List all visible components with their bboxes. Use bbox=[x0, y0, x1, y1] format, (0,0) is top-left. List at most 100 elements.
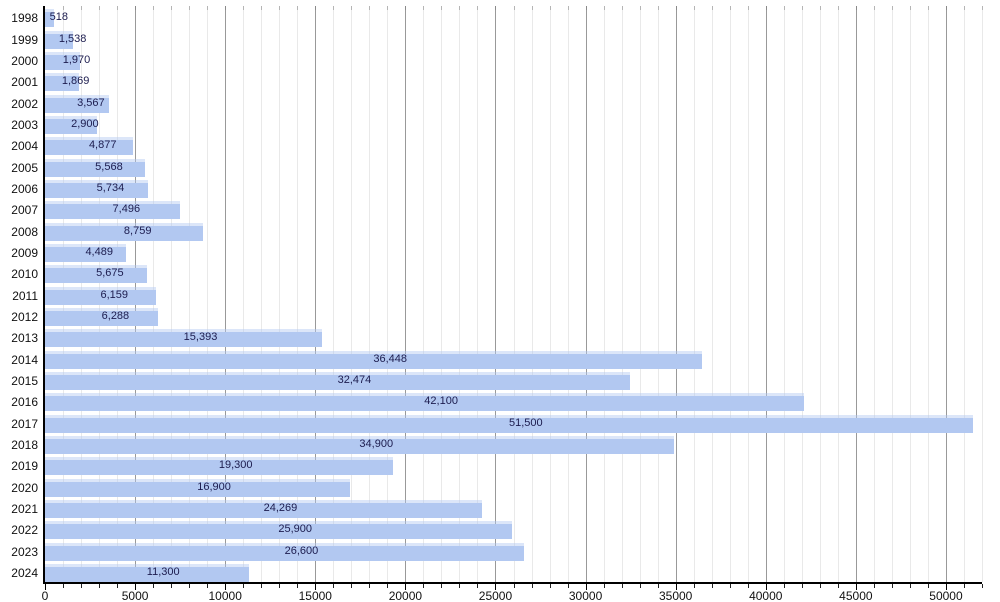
x-tick-label: 25000 bbox=[478, 589, 513, 602]
bar: 518 bbox=[45, 9, 68, 28]
gridline-minor bbox=[513, 6, 515, 582]
year-label: 2016 bbox=[11, 395, 38, 410]
bar-row: 1998 518 bbox=[11, 6, 982, 28]
bar-value-label: 32,474 bbox=[337, 373, 372, 386]
x-tick-minor bbox=[927, 584, 929, 588]
bar-value-label: 51,500 bbox=[508, 416, 543, 429]
x-tick-minor bbox=[333, 584, 335, 588]
year-label: 2005 bbox=[11, 160, 38, 175]
bar-row: 2023 26,600 bbox=[11, 539, 982, 561]
year-label: 2010 bbox=[11, 267, 38, 282]
year-label: 2011 bbox=[12, 288, 38, 303]
gridline-minor bbox=[747, 6, 749, 582]
bar: 3,567 bbox=[45, 94, 110, 113]
bar-row: 2011 6,159 bbox=[12, 283, 982, 305]
x-tick-minor bbox=[621, 584, 623, 588]
bars: 1998 518 1999 1,538 2000 1,970 2001 1,869 2002 3,… bbox=[11, 6, 982, 582]
x-tick-label: 45000 bbox=[839, 589, 873, 602]
year-label: 2024 bbox=[11, 565, 38, 580]
x-tick-minor bbox=[711, 584, 713, 588]
bar-row: 2024 11,300 bbox=[11, 561, 982, 582]
x-tick-minor bbox=[747, 584, 749, 588]
bar: 5,734 bbox=[45, 179, 149, 198]
bar: 6,288 bbox=[45, 307, 159, 326]
x-tick-major bbox=[225, 584, 227, 590]
x-tick-major bbox=[855, 584, 857, 590]
x-tick-label: 30000 bbox=[568, 589, 603, 602]
bar-value-label: 26,600 bbox=[284, 544, 319, 557]
gridline-minor bbox=[243, 6, 245, 582]
gridline-major bbox=[225, 6, 227, 582]
bar-row: 2017 51,500 bbox=[11, 411, 982, 433]
year-label: 2020 bbox=[11, 480, 38, 495]
gridline-minor bbox=[333, 6, 335, 582]
gridline-minor bbox=[711, 6, 713, 582]
x-tick-major bbox=[495, 584, 497, 590]
year-label: 2009 bbox=[11, 245, 38, 260]
x-tick-minor bbox=[567, 584, 569, 588]
x-tick-minor bbox=[441, 584, 443, 588]
bar-value-label: 16,900 bbox=[197, 480, 231, 493]
bar: 26,600 bbox=[45, 542, 525, 561]
x-tick-label: 35000 bbox=[658, 589, 693, 602]
gridline-major bbox=[675, 6, 677, 582]
gridline-major bbox=[945, 6, 947, 582]
gridline-minor bbox=[783, 6, 785, 582]
x-tick-minor bbox=[891, 584, 893, 588]
gridline-minor bbox=[837, 6, 839, 582]
gridline-minor bbox=[369, 6, 371, 582]
bar-row: 2018 34,900 bbox=[11, 433, 982, 454]
gridlines bbox=[45, 6, 983, 582]
gridline-minor bbox=[873, 6, 875, 582]
x-tick-minor bbox=[63, 584, 65, 588]
gridline-minor bbox=[549, 6, 551, 582]
gridline-major bbox=[315, 6, 317, 582]
bar-value-label: 1,869 bbox=[61, 75, 90, 88]
gridline-minor bbox=[423, 6, 425, 582]
x-tick-minor bbox=[171, 584, 173, 588]
x-tick-minor bbox=[207, 584, 209, 588]
bar: 4,877 bbox=[45, 137, 133, 156]
x-tick-label: 20000 bbox=[388, 589, 423, 602]
bar: 1,869 bbox=[45, 73, 89, 92]
gridline-minor bbox=[909, 6, 911, 582]
bar: 32,474 bbox=[45, 371, 631, 390]
bar: 15,393 bbox=[45, 329, 323, 348]
bar-row: 2008 8,759 bbox=[11, 219, 982, 241]
bar: 36,448 bbox=[45, 350, 702, 369]
year-label: 1999 bbox=[11, 32, 38, 47]
x-tick-minor bbox=[657, 584, 659, 588]
gridline-minor bbox=[279, 6, 281, 582]
bar-row: 2002 3,567 bbox=[11, 91, 982, 113]
gridline-minor bbox=[189, 6, 191, 582]
x-tick-minor bbox=[819, 584, 821, 588]
gridline-minor bbox=[639, 6, 641, 582]
bar-value-label: 42,100 bbox=[424, 395, 458, 408]
x-tick-major bbox=[675, 584, 677, 590]
x-tick-minor bbox=[261, 584, 263, 588]
year-label: 2002 bbox=[11, 96, 38, 111]
bar-row: 2004 4,877 bbox=[11, 134, 982, 156]
bar-row: 2014 36,448 bbox=[11, 347, 982, 369]
gridline-minor bbox=[207, 6, 209, 582]
year-label: 2001 bbox=[11, 75, 38, 90]
gridline-minor bbox=[963, 6, 965, 582]
bar-row: 2020 16,900 bbox=[11, 475, 982, 497]
gridline-minor bbox=[927, 6, 929, 582]
year-label: 2017 bbox=[11, 416, 38, 431]
gridline-minor bbox=[387, 6, 389, 582]
x-tick-minor bbox=[801, 584, 803, 588]
plot-area: 1998 518 1999 1,538 2000 1,970 2001 1,869 2002 3,… bbox=[11, 6, 983, 584]
bar-value-label: 36,448 bbox=[373, 352, 408, 365]
bar: 1,538 bbox=[45, 30, 86, 49]
gridline-minor bbox=[657, 6, 659, 582]
bar: 51,500 bbox=[45, 414, 973, 433]
gridline-major bbox=[855, 6, 857, 582]
x-tick-minor bbox=[459, 584, 461, 588]
x-tick-minor bbox=[549, 584, 551, 588]
bar: 5,675 bbox=[45, 265, 148, 284]
year-label: 1998 bbox=[11, 11, 38, 26]
bar-row: 2021 24,269 bbox=[11, 497, 982, 518]
bar-value-label: 19,300 bbox=[218, 459, 253, 472]
gridline-minor bbox=[297, 6, 299, 582]
